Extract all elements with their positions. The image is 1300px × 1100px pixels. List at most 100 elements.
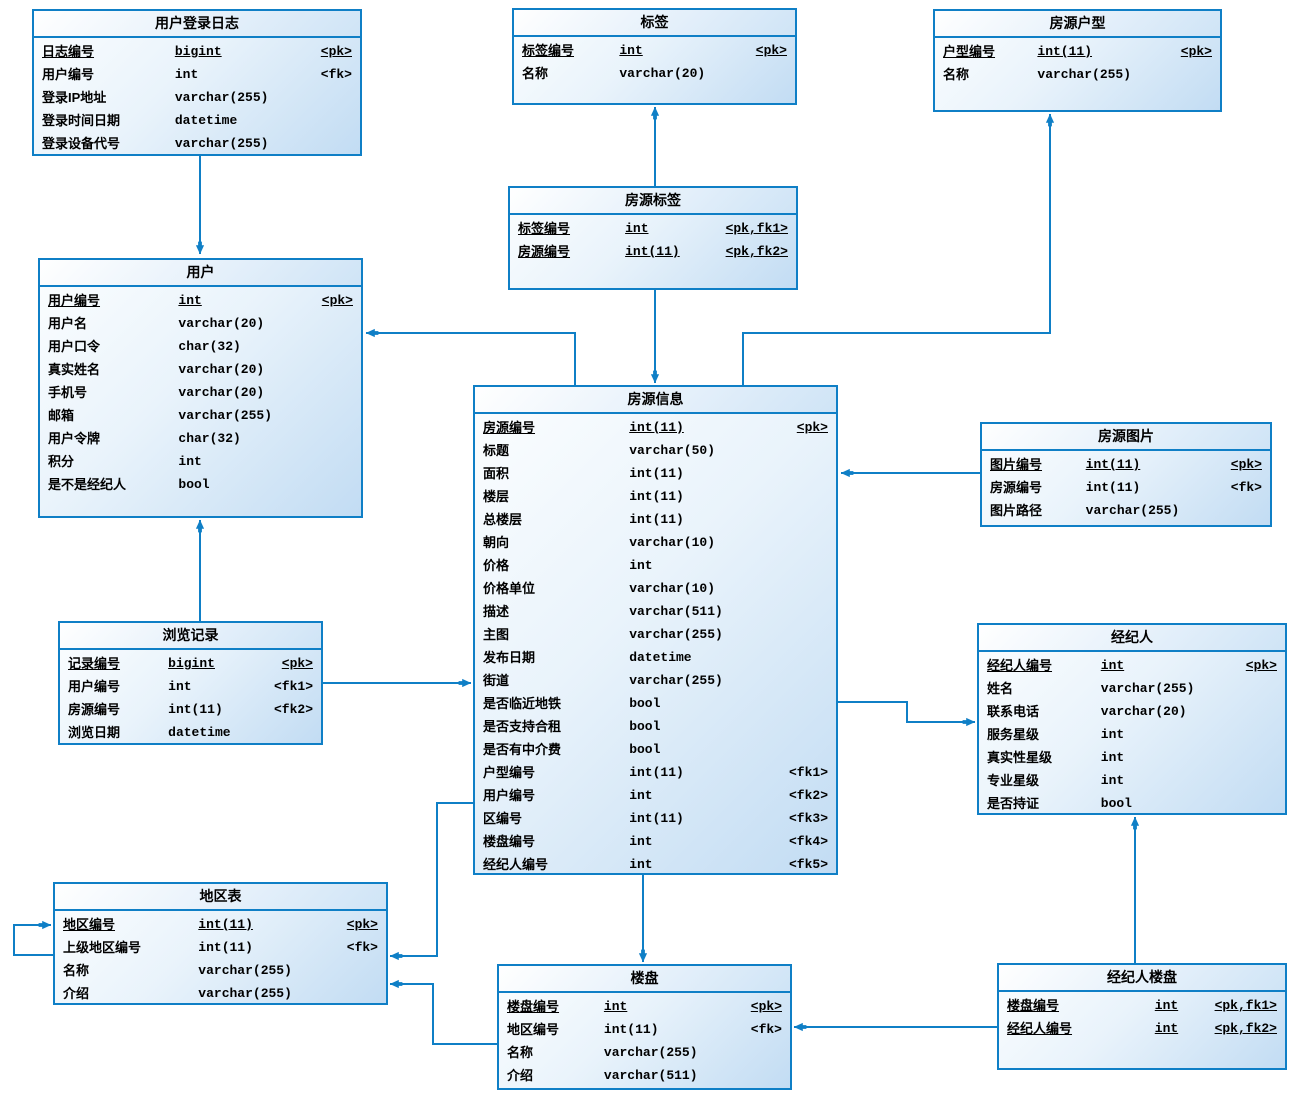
field-row: 用户名 varchar(20) (40, 312, 361, 335)
field-type: varchar(255) (178, 408, 273, 423)
entity-fields: 日志编号 bigint <pk> 用户编号 int <fk> 登录IP地址 varchar(2… (34, 40, 360, 155)
entity-title: 经纪人 (979, 625, 1285, 652)
entity-fields: 标签编号 int <pk> 名称 varchar(20) (514, 39, 795, 85)
entity-user-login-log[interactable]: 用户登录日志 日志编号 bigint <pk> 用户编号 int <fk> 登录IP地址 var… (32, 9, 362, 156)
field-type: varchar(511) (629, 604, 723, 619)
entity-title: 房源户型 (935, 11, 1220, 38)
connector-house-info-to-region[interactable] (389, 802, 473, 961)
entity-tag[interactable]: 标签 标签编号 int <pk> 名称 varchar(20) (512, 8, 797, 105)
field-name: 楼层 (483, 489, 510, 504)
field-type: char(32) (178, 339, 241, 354)
field-key-constraint (789, 577, 836, 600)
field-row: 用户编号 int <fk> (34, 63, 360, 86)
field-row: 总楼层 int(11) (475, 508, 836, 531)
field-key-constraint (1246, 677, 1285, 700)
field-name: 房源编号 (518, 244, 571, 259)
field-key-constraint (789, 462, 836, 485)
field-type: varchar(20) (178, 385, 265, 400)
field-row: 房源编号 int(11) <fk> (982, 476, 1270, 499)
field-row: 楼盘编号 int <fk4> (475, 830, 836, 853)
field-row: 手机号 varchar(20) (40, 381, 361, 404)
field-type: varchar(10) (629, 581, 716, 596)
field-name: 名称 (943, 67, 970, 82)
entity-title: 房源信息 (475, 387, 836, 414)
field-name: 介绍 (63, 986, 90, 1001)
entity-estate[interactable]: 楼盘 楼盘编号 int <pk> 地区编号 int(11) <fk> 名称 varchar(25… (497, 964, 792, 1090)
field-row: 经纪人编号 int <fk5> (475, 853, 836, 876)
entity-house-type[interactable]: 房源户型 户型编号 int(11) <pk> 名称 varchar(255) (933, 9, 1222, 112)
entity-title: 经纪人楼盘 (999, 965, 1285, 992)
field-row: 户型编号 int(11) <pk> (935, 40, 1220, 63)
entity-browse-record[interactable]: 浏览记录 记录编号 bigint <pk> 用户编号 int <fk1> 房源编号 int(11… (58, 621, 323, 745)
field-row: 上级地区编号 int(11) <fk> (55, 936, 386, 959)
field-name: 登录IP地址 (42, 90, 107, 105)
connector-house-info-to-agent[interactable] (838, 701, 976, 727)
entity-house-tag[interactable]: 房源标签 标签编号 int <pk,fk1> 房源编号 int(11) <pk,fk2> (508, 186, 798, 290)
field-type: int (629, 834, 653, 849)
entity-agent-estate[interactable]: 经纪人楼盘 楼盘编号 int <pk,fk1> 经纪人编号 int <pk,fk2> (997, 963, 1287, 1070)
connector-house-info-to-user[interactable] (365, 328, 576, 385)
entity-fields: 地区编号 int(11) <pk> 上级地区编号 int(11) <fk> 名称 varcha… (55, 913, 386, 1005)
field-type: varchar(255) (629, 673, 723, 688)
field-row: 名称 varchar(255) (499, 1041, 790, 1064)
entity-house-info[interactable]: 房源信息 房源编号 int(11) <pk> 标题 varchar(50) 面积 int(11… (473, 385, 838, 875)
field-row: 地区编号 int(11) <pk> (55, 913, 386, 936)
field-key-constraint: <pk> (1180, 44, 1212, 59)
entity-fields: 经纪人编号 int <pk> 姓名 varchar(255) 联系电话 varchar(20… (979, 654, 1285, 815)
field-type: varchar(255) (1037, 67, 1132, 82)
field-key-constraint (789, 600, 836, 623)
field-key-constraint (1246, 700, 1285, 723)
field-row: 图片编号 int(11) <pk> (982, 453, 1270, 476)
connector-estate-to-region[interactable] (389, 979, 497, 1045)
field-row: 姓名 varchar(255) (979, 677, 1285, 700)
field-row: 面积 int(11) (475, 462, 836, 485)
field-type: int (178, 454, 202, 469)
field-key-constraint: <fk3> (788, 811, 828, 826)
field-row: 经纪人编号 int <pk,fk2> (999, 1017, 1285, 1040)
field-type: varchar(511) (603, 1068, 698, 1083)
field-name: 真实姓名 (48, 362, 101, 377)
field-name: 主图 (483, 627, 510, 642)
field-row: 楼层 int(11) (475, 485, 836, 508)
field-row: 价格单位 varchar(10) (475, 577, 836, 600)
field-type: int (629, 558, 653, 573)
field-key-constraint (751, 1064, 790, 1087)
field-key-constraint: <fk2> (788, 788, 828, 803)
field-type: varchar(255) (629, 627, 723, 642)
field-type: int (178, 293, 202, 308)
field-key-constraint (274, 721, 321, 744)
field-row: 日志编号 bigint <pk> (34, 40, 360, 63)
field-type: int(11) (198, 917, 253, 932)
field-name: 楼盘编号 (1007, 998, 1060, 1013)
entity-house-image[interactable]: 房源图片 图片编号 int(11) <pk> 房源编号 int(11) <fk> 图片路径 va… (980, 422, 1272, 527)
field-type: bigint (168, 656, 215, 671)
field-type: varchar(20) (619, 66, 706, 81)
field-name: 地区编号 (63, 917, 116, 932)
field-name: 图片编号 (990, 457, 1043, 472)
field-type: int (1100, 727, 1125, 742)
field-name: 上级地区编号 (63, 940, 142, 955)
field-type: int(11) (625, 244, 680, 259)
field-row: 名称 varchar(255) (55, 959, 386, 982)
field-key-constraint: <fk2> (273, 702, 313, 717)
field-key-constraint (322, 473, 361, 496)
field-name: 用户编号 (483, 788, 536, 803)
connector-region-self-loop[interactable] (13, 920, 53, 956)
field-name: 用户编号 (48, 293, 101, 308)
field-type: bool (1100, 796, 1132, 811)
field-type: int(11) (198, 940, 253, 955)
field-key-constraint: <pk> (320, 44, 352, 59)
field-type: varchar(255) (174, 136, 269, 151)
entity-user[interactable]: 用户 用户编号 int <pk> 用户名 varchar(20) 用户口令 char(32) 真… (38, 258, 363, 518)
entity-fields: 户型编号 int(11) <pk> 名称 varchar(255) (935, 40, 1220, 86)
connector-house-info-to-house-type[interactable] (742, 113, 1055, 385)
field-key-constraint (789, 485, 836, 508)
field-row: 登录设备代号 varchar(255) (34, 132, 360, 155)
field-key-constraint: <pk> (796, 420, 828, 435)
field-type: varchar(255) (198, 986, 292, 1001)
field-name: 楼盘编号 (507, 999, 560, 1014)
field-type: bigint (174, 44, 222, 59)
entity-agent[interactable]: 经纪人 经纪人编号 int <pk> 姓名 varchar(255) 联系电话 varchar… (977, 623, 1287, 815)
entity-region[interactable]: 地区表 地区编号 int(11) <pk> 上级地区编号 int(11) <fk> 名称 var… (53, 882, 388, 1005)
